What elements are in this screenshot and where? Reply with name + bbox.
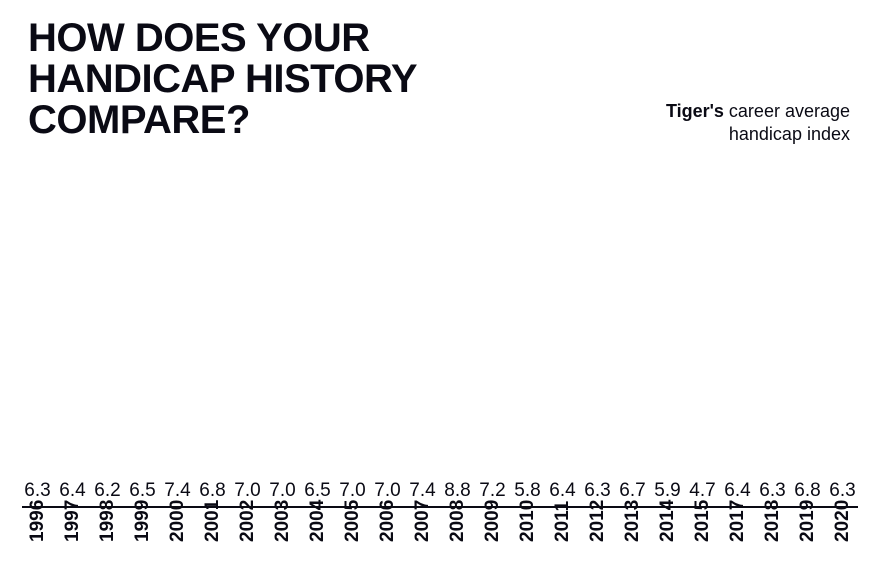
xlabel-slot: 2013 xyxy=(617,512,648,572)
bar-value-label: 6.3 xyxy=(829,480,855,502)
x-axis-label: 2019 xyxy=(797,500,819,542)
x-axis-label: 2017 xyxy=(727,500,749,542)
xlabel-slot: 2020 xyxy=(827,512,858,572)
x-axis-label: 2018 xyxy=(762,500,784,542)
x-axis-label: 2010 xyxy=(517,500,539,542)
xlabel-slot: 2017 xyxy=(722,512,753,572)
x-axis-label: 1996 xyxy=(27,500,49,542)
xlabel-slot: 2000 xyxy=(162,512,193,572)
x-axis-label: 2008 xyxy=(447,500,469,542)
xlabel-slot: 2002 xyxy=(232,512,263,572)
xlabel-slot: 1996 xyxy=(22,512,53,572)
x-axis-label: 2006 xyxy=(377,500,399,542)
bar-value-label: 6.3 xyxy=(24,480,50,502)
bar-value-label: 5.8 xyxy=(514,480,540,502)
annotation-bold: Tiger's xyxy=(666,101,724,121)
bar-value-label: 4.7 xyxy=(689,480,715,502)
xlabel-slot: 2007 xyxy=(407,512,438,572)
bar-value-label: 6.5 xyxy=(129,480,155,502)
x-axis-label: 2009 xyxy=(482,500,504,542)
x-axis-label: 1999 xyxy=(132,500,154,542)
bar-value-label: 6.7 xyxy=(619,480,645,502)
x-axis-label: 2020 xyxy=(832,500,854,542)
bar-value-label: 6.4 xyxy=(59,480,85,502)
x-axis-label: 1998 xyxy=(97,500,119,542)
bar-value-label: 7.2 xyxy=(479,480,505,502)
xlabel-slot: 2001 xyxy=(197,512,228,572)
x-axis-label: 2013 xyxy=(622,500,644,542)
x-axis: 1996199719981999200020012002200320042005… xyxy=(22,512,858,572)
xlabel-slot: 2019 xyxy=(792,512,823,572)
x-axis-label: 2014 xyxy=(657,500,679,542)
xlabel-slot: 2015 xyxy=(687,512,718,572)
x-axis-label: 2002 xyxy=(237,500,259,542)
x-axis-label: 2005 xyxy=(342,500,364,542)
x-axis-label: 2012 xyxy=(587,500,609,542)
xlabel-slot: 2004 xyxy=(302,512,333,572)
bar-value-label: 6.8 xyxy=(199,480,225,502)
bar-value-label: 7.0 xyxy=(234,480,260,502)
xlabel-slot: 2003 xyxy=(267,512,298,572)
bar-chart: 6.3 6.4 6.2 6.5 7.4 6.8 7.0 7.0 6.5 7.0 7.0 7.4 8.8 7… xyxy=(22,130,858,572)
bar-value-label: 8.8 xyxy=(444,480,470,502)
xlabel-slot: 1997 xyxy=(57,512,88,572)
bar-value-label: 7.0 xyxy=(339,480,365,502)
xlabel-slot: 2012 xyxy=(582,512,613,572)
x-axis-label: 2000 xyxy=(167,500,189,542)
xlabel-slot: 2018 xyxy=(757,512,788,572)
x-axis-label: 2007 xyxy=(412,500,434,542)
bar-value-label: 6.4 xyxy=(724,480,750,502)
bar-value-label: 6.5 xyxy=(304,480,330,502)
xlabel-slot: 2009 xyxy=(477,512,508,572)
xlabel-slot: 2005 xyxy=(337,512,368,572)
xlabel-slot: 1998 xyxy=(92,512,123,572)
bar-value-label: 6.8 xyxy=(794,480,820,502)
bar-value-label: 7.0 xyxy=(269,480,295,502)
bar-value-label: 5.9 xyxy=(654,480,680,502)
x-axis-label: 2001 xyxy=(202,500,224,542)
x-axis-label: 2003 xyxy=(272,500,294,542)
xlabel-slot: 2014 xyxy=(652,512,683,572)
x-axis-label: 2011 xyxy=(552,501,574,542)
bar-value-label: 7.0 xyxy=(374,480,400,502)
bar-value-label: 6.4 xyxy=(549,480,575,502)
xlabel-slot: 2011 xyxy=(547,512,578,572)
xlabel-slot: 1999 xyxy=(127,512,158,572)
x-axis-label: 1997 xyxy=(62,500,84,542)
xlabel-slot: 2006 xyxy=(372,512,403,572)
xlabel-slot: 2010 xyxy=(512,512,543,572)
chart-title: HOW DOES YOUR HANDICAP HISTORY COMPARE? xyxy=(28,18,548,140)
plot-area: 6.3 6.4 6.2 6.5 7.4 6.8 7.0 7.0 6.5 7.0 7.0 7.4 8.8 7… xyxy=(22,130,858,508)
xlabel-slot: 2008 xyxy=(442,512,473,572)
bar-value-label: 6.2 xyxy=(94,480,120,502)
bar-value-label: 6.3 xyxy=(584,480,610,502)
x-axis-label: 2004 xyxy=(307,500,329,542)
bar-value-label: 7.4 xyxy=(164,480,190,502)
bar-value-label: 7.4 xyxy=(409,480,435,502)
x-axis-label: 2015 xyxy=(692,500,714,542)
bar-value-label: 6.3 xyxy=(759,480,785,502)
